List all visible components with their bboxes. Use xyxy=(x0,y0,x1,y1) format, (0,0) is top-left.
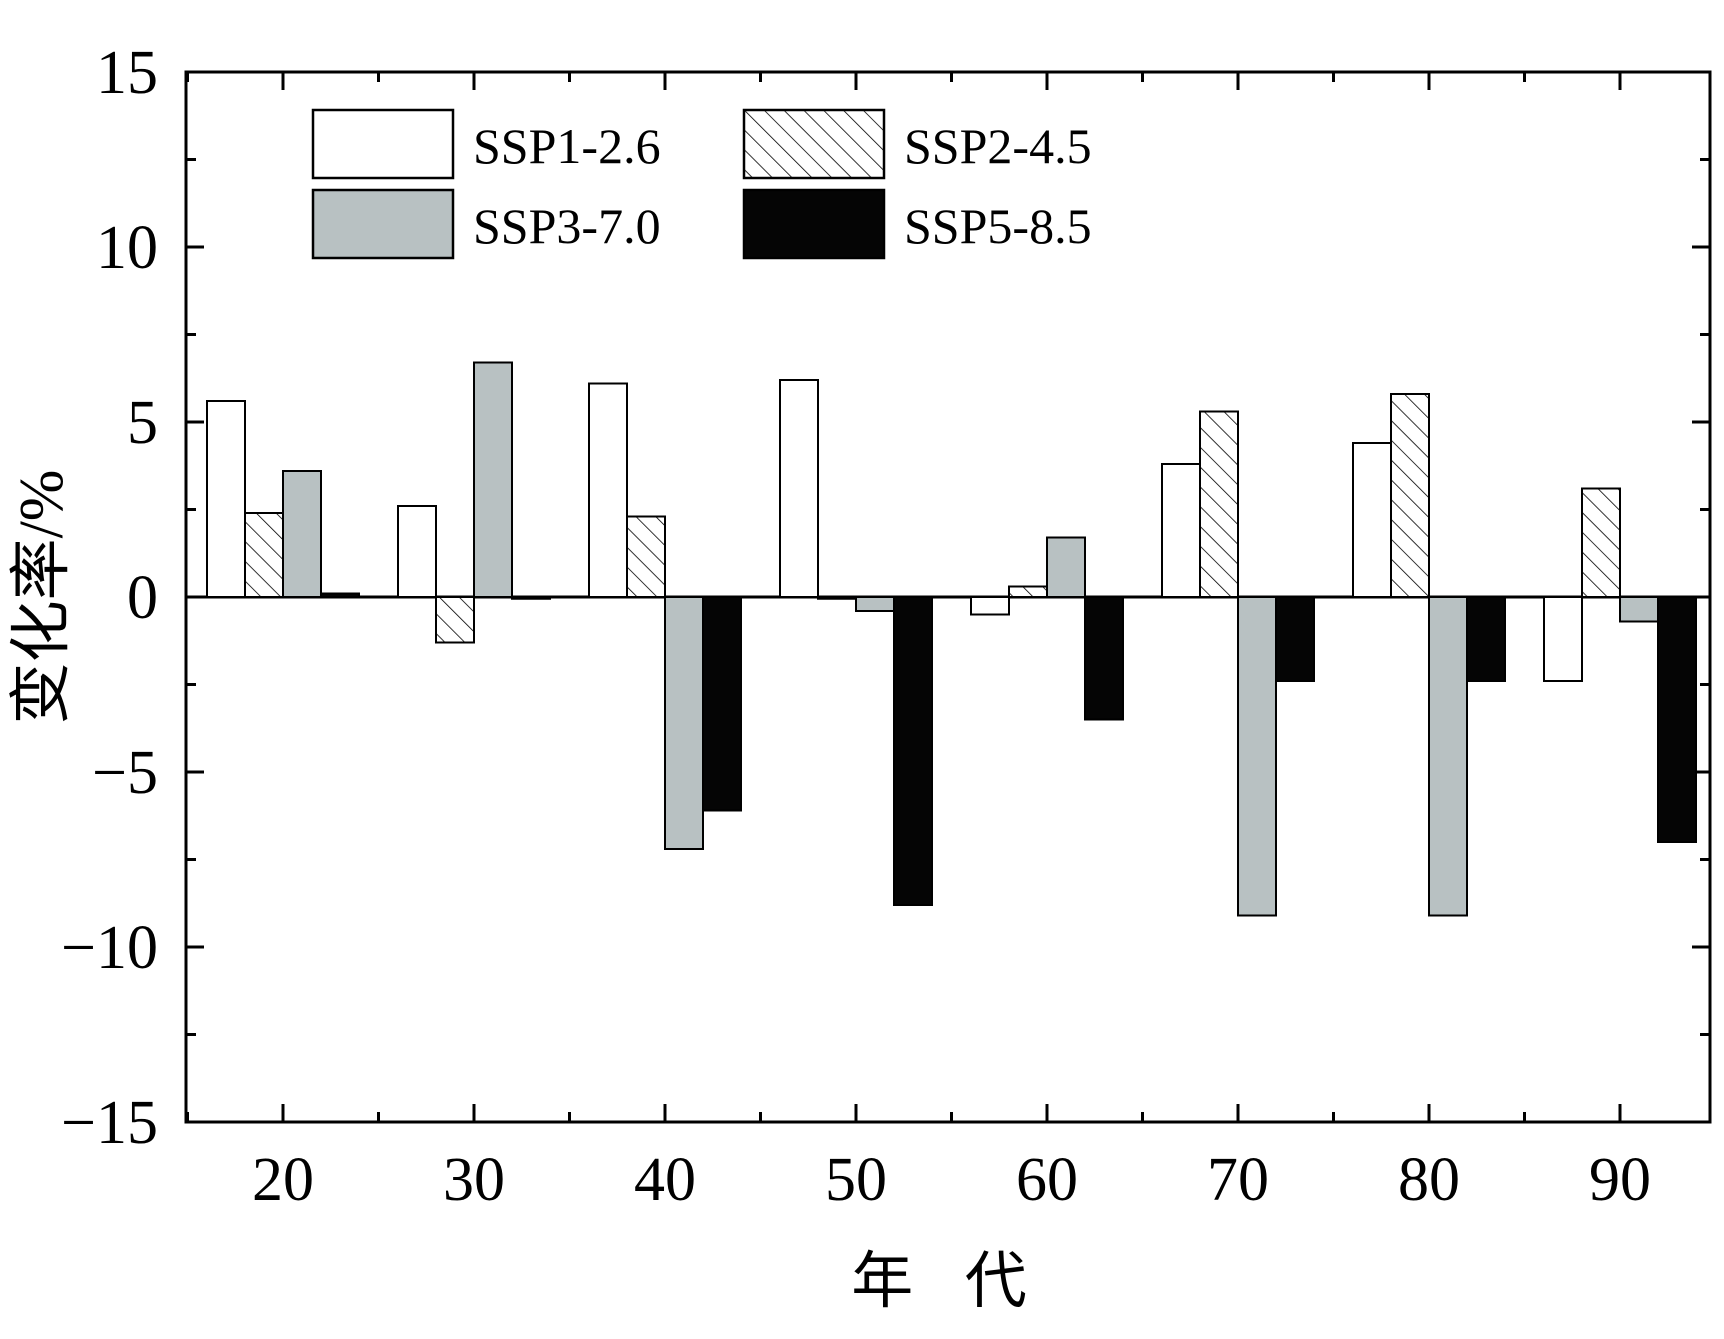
x-axis-title: 年 代 xyxy=(851,1248,1045,1316)
legend: SSP1-2.6 SSP2-4.5 SSP3-7.0 SSP5-8.5 xyxy=(311,108,1092,260)
y-tick-label: −15 xyxy=(61,1089,158,1157)
x-tick-label: 20 xyxy=(252,1146,314,1214)
bar-ssp3-7-0-20 xyxy=(282,470,322,598)
bar-ssp1-2-6-60 xyxy=(970,596,1010,616)
legend-swatch-ssp2 xyxy=(742,108,886,180)
x-tick-label: 70 xyxy=(1207,1146,1269,1214)
y-tick-label: 10 xyxy=(96,214,158,282)
legend-swatch-ssp5 xyxy=(742,188,886,260)
x-tick-label: 40 xyxy=(634,1146,696,1214)
bar-ssp1-2-6-50 xyxy=(779,379,819,598)
bar-ssp5-8-5-50 xyxy=(893,596,933,906)
legend-swatch-ssp1 xyxy=(311,108,455,180)
bar-ssp2-4-5-90 xyxy=(1581,487,1621,598)
x-tick-label: 90 xyxy=(1589,1146,1651,1214)
bar-ssp3-7-0-60 xyxy=(1046,536,1086,598)
y-tick-label: −5 xyxy=(92,739,158,807)
bar-ssp2-4-5-50 xyxy=(817,596,857,600)
legend-label-ssp3: SSP3-7.0 xyxy=(473,198,661,254)
x-tick-label: 60 xyxy=(1016,1146,1078,1214)
x-tick-label: 80 xyxy=(1398,1146,1460,1214)
y-axis-title: 变化率/% xyxy=(8,470,76,725)
bar-ssp5-8-5-80 xyxy=(1466,596,1506,682)
bar-ssp1-2-6-30 xyxy=(397,505,437,598)
bar-ssp3-7-0-70 xyxy=(1237,596,1277,917)
bar-ssp1-2-6-70 xyxy=(1161,463,1201,598)
bar-ssp3-7-0-30 xyxy=(473,361,513,598)
bar-ssp1-2-6-80 xyxy=(1352,442,1392,598)
bar-ssp3-7-0-80 xyxy=(1428,596,1468,917)
x-axis: 20 30 40 50 60 70 80 90 xyxy=(186,72,1651,1214)
bar-ssp5-8-5-60 xyxy=(1084,596,1124,721)
y-tick-label: 0 xyxy=(127,564,158,632)
legend-label-ssp2: SSP2-4.5 xyxy=(904,118,1092,174)
bar-ssp2-4-5-60 xyxy=(1008,585,1048,598)
bar-ssp1-2-6-90 xyxy=(1543,596,1583,682)
bar-ssp5-8-5-40 xyxy=(702,596,742,812)
bar-ssp2-4-5-30 xyxy=(435,596,475,644)
legend-label-ssp5: SSP5-8.5 xyxy=(904,198,1092,254)
bar-ssp1-2-6-40 xyxy=(588,382,628,598)
bar-ssp2-4-5-40 xyxy=(626,515,666,598)
y-tick-label: 15 xyxy=(96,39,158,107)
bar-ssp3-7-0-40 xyxy=(664,596,704,850)
bar-ssp1-2-6-20 xyxy=(206,400,246,598)
y-tick-label: 5 xyxy=(127,389,158,457)
bar-ssp5-8-5-90 xyxy=(1657,596,1697,843)
bars xyxy=(206,361,1697,917)
bar-ssp5-8-5-30 xyxy=(511,596,551,600)
bar-ssp2-4-5-70 xyxy=(1199,410,1239,598)
bar-ssp2-4-5-80 xyxy=(1390,393,1430,598)
bar-ssp5-8-5-70 xyxy=(1275,596,1315,682)
bar-ssp2-4-5-20 xyxy=(244,512,284,598)
bar-ssp5-8-5-20 xyxy=(320,592,360,598)
y-axis: −15 −10 −5 0 5 10 15 xyxy=(61,39,1710,1157)
x-tick-label: 30 xyxy=(443,1146,505,1214)
x-tick-label: 50 xyxy=(825,1146,887,1214)
y-tick-label: −10 xyxy=(61,914,158,982)
legend-label-ssp1: SSP1-2.6 xyxy=(473,118,661,174)
bar-ssp3-7-0-50 xyxy=(855,596,895,612)
bar-ssp3-7-0-90 xyxy=(1619,596,1659,623)
legend-swatch-ssp3 xyxy=(311,188,455,260)
